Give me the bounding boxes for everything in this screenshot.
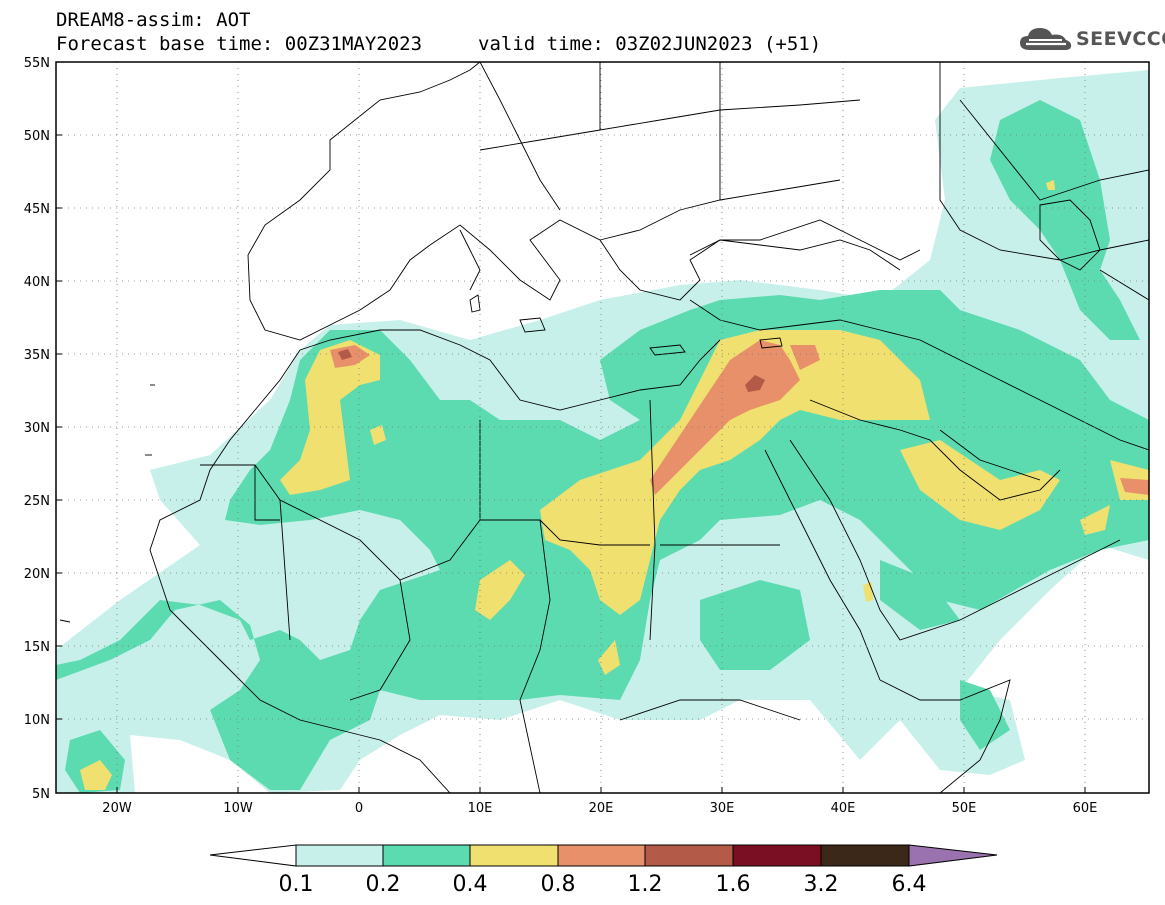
colorbar-swatch-0.1 — [295, 844, 384, 867]
lon-label: 10E — [468, 801, 493, 816]
lon-labels: 20W 10W 0 10E 20E 30E 40E 50E 60E — [102, 801, 1097, 816]
lat-label: 45N — [24, 202, 50, 217]
colorbar-swatch-3.2 — [820, 844, 910, 867]
colorbar-label: 1.2 — [628, 872, 663, 897]
logo-text: SEEVCCC — [1076, 28, 1165, 50]
lat-labels: 55N 50N 45N 40N 35N 30N 25N 20N 15N 10N … — [24, 56, 50, 802]
colorbar-upper-extend — [908, 844, 998, 867]
graticule — [56, 62, 1149, 793]
colorbar-label: 0.8 — [541, 872, 576, 897]
colorbar-label: 0.1 — [279, 872, 314, 897]
lon-label: 30E — [710, 801, 735, 816]
lon-label: 20E — [589, 801, 614, 816]
colorbar-label: 0.2 — [366, 872, 401, 897]
colorbar-label: 0.4 — [453, 872, 488, 897]
lon-label: 50E — [952, 801, 977, 816]
lon-label: 20W — [102, 801, 132, 816]
tick-marks — [56, 61, 1086, 794]
lon-label: 0 — [355, 801, 363, 816]
colorbar-swatch-0.2 — [382, 844, 471, 867]
lon-label: 40E — [831, 801, 856, 816]
lat-label: 25N — [24, 494, 50, 509]
lat-label: 40N — [24, 275, 50, 290]
colorbar-swatch-1.6 — [732, 844, 822, 867]
lon-label: 60E — [1073, 801, 1098, 816]
colorbar-label: 6.4 — [892, 872, 927, 897]
colorbar-label: 1.6 — [716, 872, 751, 897]
colorbar-swatch-0.8 — [557, 844, 646, 867]
map-title: DREAM8-assim: AOT — [56, 9, 251, 31]
lat-label: 5N — [32, 787, 50, 802]
aot-level-1.2 — [338, 349, 765, 392]
colorbar-swatch-1.2 — [644, 844, 734, 867]
lat-label: 55N — [24, 56, 50, 71]
lat-label: 30N — [24, 421, 50, 436]
colorbar: 0.1 0.2 0.4 0.8 1.2 1.6 3.2 6.4 — [209, 844, 998, 897]
aot-level-0.1 — [56, 70, 1149, 793]
coastlines-borders — [59, 62, 1149, 793]
seevccc-logo: SEEVCCC — [1018, 24, 1165, 54]
lat-label: 15N — [24, 640, 50, 655]
valid-time: valid time: 03Z02JUN2023 (+51) — [478, 33, 822, 55]
cloud-icon — [1020, 28, 1072, 50]
lat-label: 50N — [24, 129, 50, 144]
lat-label: 35N — [24, 348, 50, 363]
colorbar-swatch-0.4 — [469, 844, 559, 867]
colorbar-lower-extend — [209, 844, 297, 867]
lon-label: 10W — [223, 801, 253, 816]
forecast-base-time: Forecast base time: 00Z31MAY2023 — [56, 33, 423, 55]
colorbar-label: 3.2 — [804, 872, 839, 897]
aot-field — [56, 70, 1149, 793]
lat-label: 20N — [24, 567, 50, 582]
lat-label: 10N — [24, 713, 50, 728]
